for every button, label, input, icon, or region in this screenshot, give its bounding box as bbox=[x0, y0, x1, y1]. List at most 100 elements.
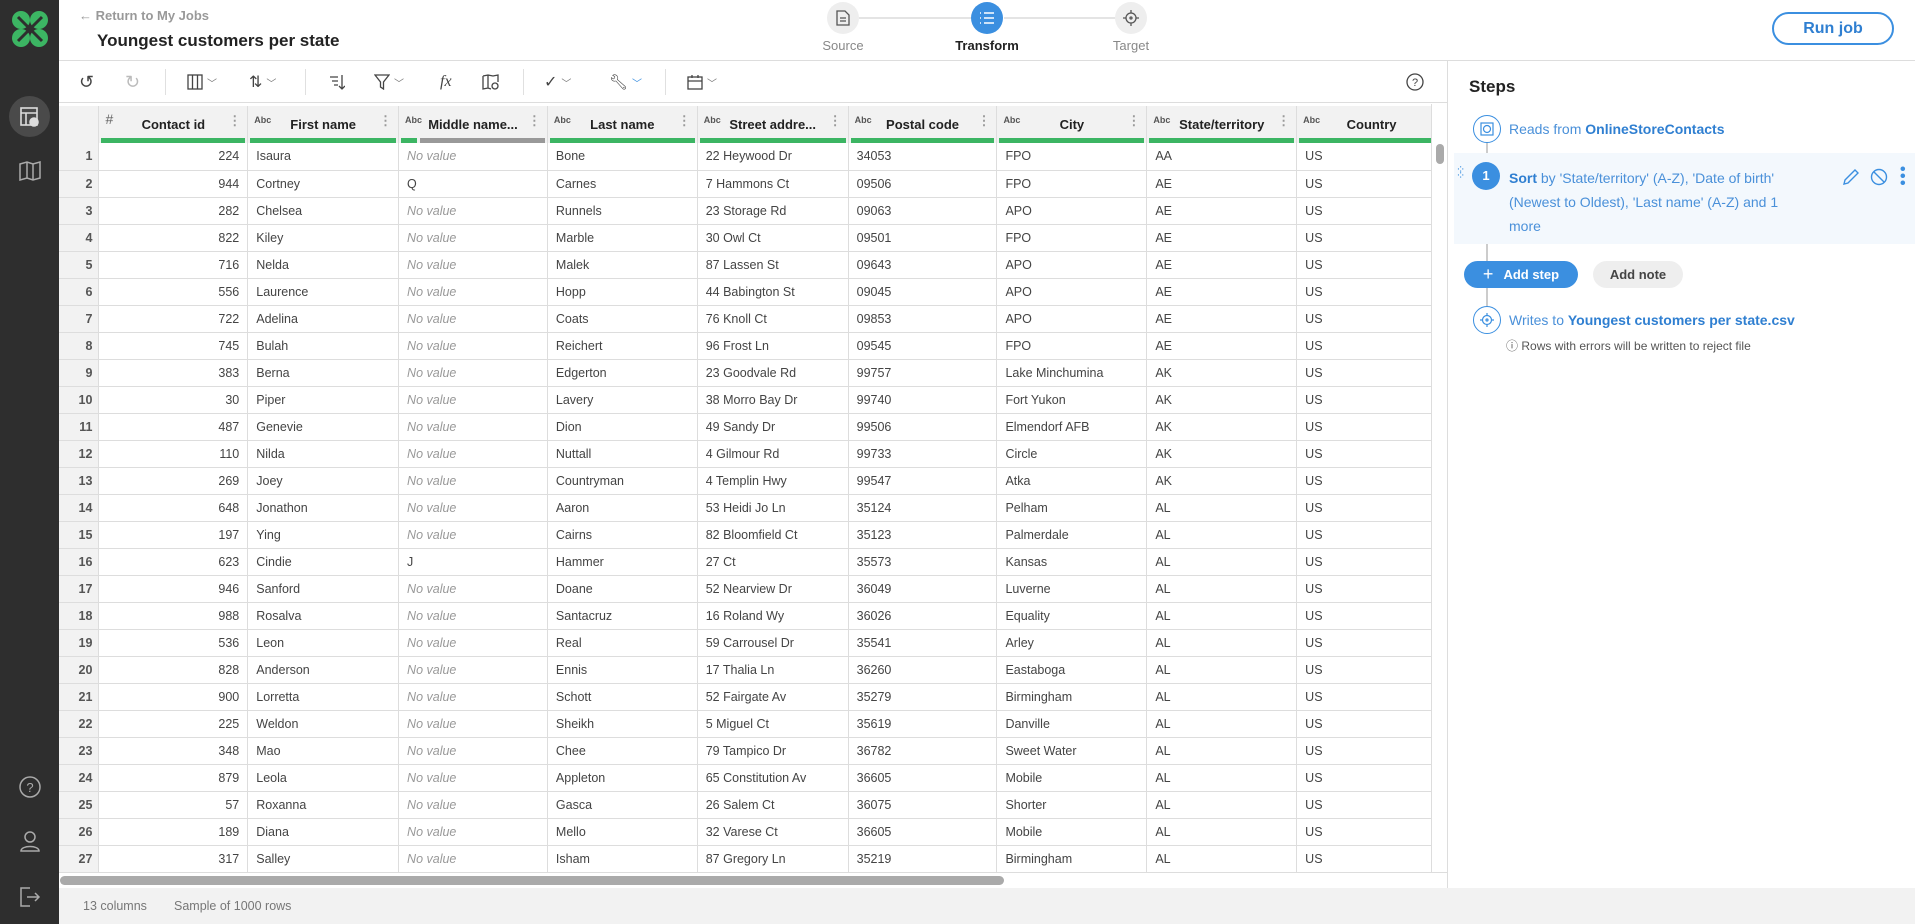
date-menu-button[interactable]: ﹀ bbox=[687, 71, 717, 93]
table-cell[interactable]: Doane bbox=[547, 575, 698, 603]
table-cell[interactable]: Kansas bbox=[996, 548, 1148, 576]
table-cell[interactable]: Roxanna bbox=[247, 791, 400, 819]
disable-step-button[interactable] bbox=[1870, 168, 1888, 191]
table-cell[interactable]: 944 bbox=[98, 170, 249, 198]
table-cell[interactable]: 26 Salem Ct bbox=[697, 791, 849, 819]
table-cell[interactable]: AL bbox=[1146, 737, 1298, 765]
horizontal-scrollbar[interactable] bbox=[59, 872, 1431, 888]
table-cell[interactable]: APO bbox=[996, 251, 1148, 279]
table-cell[interactable]: FPO bbox=[996, 332, 1148, 360]
table-cell[interactable]: US bbox=[1296, 278, 1447, 306]
horizontal-scroll-thumb[interactable] bbox=[60, 876, 1004, 885]
table-cell[interactable]: 189 bbox=[98, 818, 249, 846]
table-cell[interactable]: 87 Gregory Ln bbox=[697, 845, 849, 873]
table-cell[interactable]: AE bbox=[1146, 170, 1298, 198]
table-cell[interactable]: AL bbox=[1146, 818, 1298, 846]
column-menu-icon[interactable]: ⋮ bbox=[228, 113, 242, 128]
table-cell[interactable]: Shorter bbox=[996, 791, 1148, 819]
table-cell[interactable]: Equality bbox=[996, 602, 1148, 630]
table-cell[interactable]: Birmingham bbox=[996, 845, 1148, 873]
table-cell[interactable]: AL bbox=[1146, 521, 1298, 549]
table-cell[interactable]: US bbox=[1296, 710, 1447, 738]
table-cell[interactable]: Piper bbox=[247, 386, 400, 414]
formula-button[interactable]: fx bbox=[440, 71, 452, 93]
table-cell[interactable]: US bbox=[1296, 359, 1447, 387]
table-cell[interactable]: Chelsea bbox=[247, 197, 400, 225]
table-cell[interactable]: 17 Thalia Ln bbox=[697, 656, 849, 684]
table-cell[interactable]: No value bbox=[398, 710, 548, 738]
table-cell[interactable]: 27 Ct bbox=[697, 548, 849, 576]
column-header[interactable]: Abc City ⋮ bbox=[996, 106, 1148, 143]
table-cell[interactable]: AL bbox=[1146, 629, 1298, 657]
table-cell[interactable]: 23 Goodvale Rd bbox=[697, 359, 849, 387]
table-cell[interactable]: FPO bbox=[996, 143, 1148, 171]
table-cell[interactable]: 99547 bbox=[848, 467, 998, 495]
table-cell[interactable]: 110 bbox=[98, 440, 249, 468]
table-cell[interactable]: Schott bbox=[547, 683, 698, 711]
table-cell[interactable]: 556 bbox=[98, 278, 249, 306]
column-header[interactable]: Abc Postal code ⋮ bbox=[848, 106, 998, 143]
table-cell[interactable]: 30 bbox=[98, 386, 249, 414]
table-cell[interactable]: APO bbox=[996, 305, 1148, 333]
column-menu-icon[interactable]: ⋮ bbox=[527, 113, 541, 128]
table-cell[interactable]: Chee bbox=[547, 737, 698, 765]
table-cell[interactable]: No value bbox=[398, 251, 548, 279]
table-cell[interactable]: US bbox=[1296, 467, 1447, 495]
table-cell[interactable]: FPO bbox=[996, 224, 1148, 252]
table-cell[interactable]: Sheikh bbox=[547, 710, 698, 738]
table-cell[interactable]: AE bbox=[1146, 197, 1298, 225]
table-cell[interactable]: 197 bbox=[98, 521, 249, 549]
table-cell[interactable]: Kiley bbox=[247, 224, 400, 252]
table-cell[interactable]: 224 bbox=[98, 143, 249, 171]
table-cell[interactable]: 23 Storage Rd bbox=[697, 197, 849, 225]
table-cell[interactable]: 879 bbox=[98, 764, 249, 792]
table-cell[interactable]: No value bbox=[398, 791, 548, 819]
table-cell[interactable]: US bbox=[1296, 764, 1447, 792]
table-cell[interactable]: US bbox=[1296, 656, 1447, 684]
table-cell[interactable]: No value bbox=[398, 629, 548, 657]
table-cell[interactable]: US bbox=[1296, 251, 1447, 279]
table-cell[interactable]: 35619 bbox=[848, 710, 998, 738]
table-cell[interactable]: No value bbox=[398, 602, 548, 630]
table-cell[interactable]: 269 bbox=[98, 467, 249, 495]
table-cell[interactable]: Salley bbox=[247, 845, 400, 873]
table-cell[interactable]: 36605 bbox=[848, 818, 998, 846]
table-cell[interactable]: 36260 bbox=[848, 656, 998, 684]
table-cell[interactable]: 822 bbox=[98, 224, 249, 252]
table-cell[interactable]: Carnes bbox=[547, 170, 698, 198]
table-cell[interactable]: AK bbox=[1146, 386, 1298, 414]
table-cell[interactable]: No value bbox=[398, 521, 548, 549]
validate-menu-button[interactable]: ✓ ﹀ bbox=[544, 74, 572, 91]
table-cell[interactable]: No value bbox=[398, 359, 548, 387]
table-cell[interactable]: 59 Carrousel Dr bbox=[697, 629, 849, 657]
stepper-target[interactable]: Target bbox=[1086, 2, 1176, 53]
add-note-button[interactable]: Add note bbox=[1593, 261, 1683, 288]
table-cell[interactable]: AK bbox=[1146, 413, 1298, 441]
table-cell[interactable]: 536 bbox=[98, 629, 249, 657]
table-cell[interactable]: Danville bbox=[996, 710, 1148, 738]
table-cell[interactable]: 32 Varese Ct bbox=[697, 818, 849, 846]
table-cell[interactable]: AK bbox=[1146, 359, 1298, 387]
sort-descending-button[interactable] bbox=[329, 71, 345, 93]
table-cell[interactable]: Atka bbox=[996, 467, 1148, 495]
table-cell[interactable]: 36026 bbox=[848, 602, 998, 630]
table-cell[interactable]: US bbox=[1296, 683, 1447, 711]
table-cell[interactable]: US bbox=[1296, 575, 1447, 603]
table-cell[interactable]: 5 Miguel Ct bbox=[697, 710, 849, 738]
table-cell[interactable]: AE bbox=[1146, 278, 1298, 306]
table-cell[interactable]: 4 Templin Hwy bbox=[697, 467, 849, 495]
table-cell[interactable]: No value bbox=[398, 197, 548, 225]
table-cell[interactable]: 623 bbox=[98, 548, 249, 576]
table-cell[interactable]: Gasca bbox=[547, 791, 698, 819]
table-cell[interactable]: Cindie bbox=[247, 548, 400, 576]
table-cell[interactable]: US bbox=[1296, 548, 1447, 576]
column-menu-icon[interactable]: ⋮ bbox=[677, 113, 691, 128]
table-cell[interactable]: US bbox=[1296, 224, 1447, 252]
table-cell[interactable]: Dion bbox=[547, 413, 698, 441]
table-cell[interactable]: Mobile bbox=[996, 818, 1148, 846]
table-cell[interactable]: Circle bbox=[996, 440, 1148, 468]
table-cell[interactable]: 09643 bbox=[848, 251, 998, 279]
tools-menu-button[interactable]: 🔧︎ ﹀ bbox=[609, 74, 643, 91]
table-cell[interactable]: AE bbox=[1146, 305, 1298, 333]
table-cell[interactable]: No value bbox=[398, 467, 548, 495]
